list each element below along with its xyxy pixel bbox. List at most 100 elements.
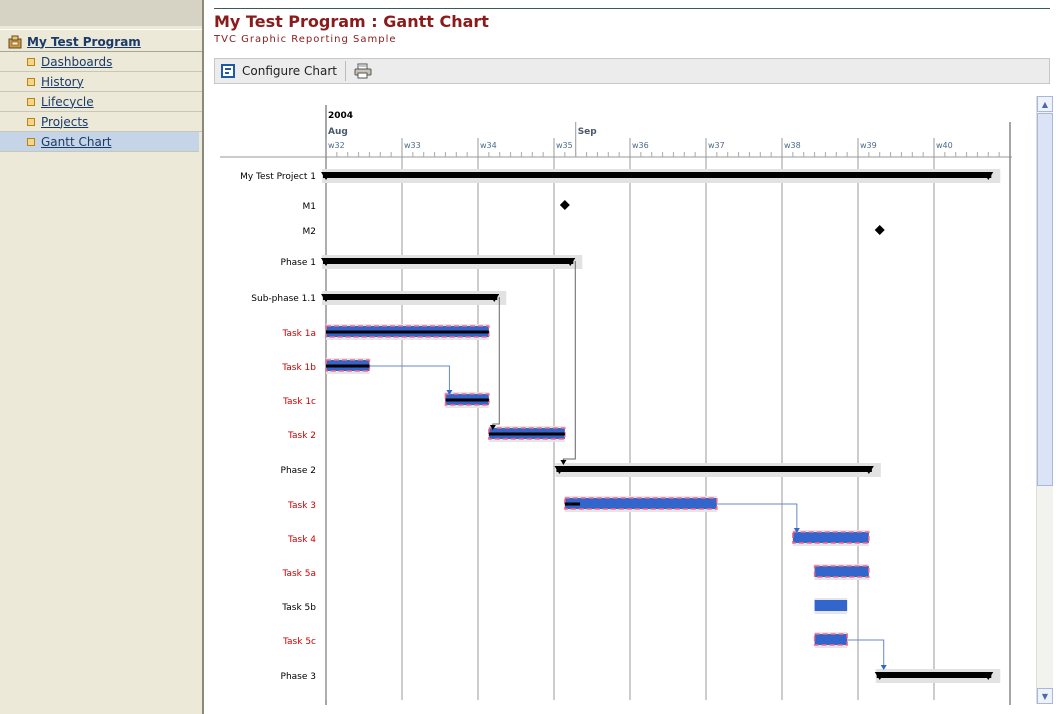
page-title: My Test Program : Gantt Chart [214, 12, 489, 31]
week-label: w35 [556, 141, 573, 150]
program-icon [8, 35, 22, 48]
row-label: Task 1c [282, 397, 316, 407]
bullet-icon [27, 57, 35, 66]
row-label: My Test Project 1 [240, 172, 316, 182]
bullet-icon [27, 77, 35, 86]
sidebar-root-label[interactable]: My Test Program [27, 34, 141, 49]
task-progress [326, 330, 489, 334]
sidebar-item-history[interactable]: History [0, 72, 202, 92]
week-label: w32 [328, 141, 345, 150]
dependency-arrow [489, 425, 496, 430]
sidebar-item-projects[interactable]: Projects [0, 112, 202, 132]
sidebar-item-dashboards[interactable]: Dashboards [0, 52, 202, 72]
summary-start-cap [321, 258, 331, 266]
scroll-down-button[interactable]: ▼ [1037, 688, 1053, 704]
row-label: Task 5a [281, 569, 316, 579]
row-label: M1 [303, 202, 317, 212]
dependency-link [369, 365, 450, 394]
week-label: w34 [480, 141, 497, 150]
sidebar-header-band [0, 0, 202, 26]
row-label: Task 2 [287, 431, 316, 441]
gantt-chart: 2004 Aug Sep w32 w33 w34 w35 w36 w37 w38 w39 w40 My … [220, 105, 1012, 705]
row-label: Task 1b [281, 363, 316, 373]
sidebar-item-label: History [41, 74, 84, 89]
milestone-diamond [874, 225, 885, 235]
row-label: M2 [303, 227, 317, 237]
task-bar [813, 633, 848, 646]
summary-bar [556, 466, 872, 472]
configure-chart-icon [221, 64, 235, 78]
month-label: Aug [328, 127, 348, 137]
row-label: Task 1a [281, 329, 316, 339]
dependency-link [716, 503, 798, 532]
print-button[interactable] [348, 60, 378, 82]
scroll-thumb[interactable] [1037, 113, 1053, 486]
configure-chart-label: Configure Chart [242, 64, 337, 78]
row-label: Task 5c [282, 637, 316, 647]
bullet-icon [27, 137, 35, 146]
milestone-diamond [559, 200, 570, 210]
dependency-arrow [560, 460, 567, 465]
sidebar-item-lifecycle[interactable]: Lifecycle [0, 92, 202, 112]
summary-bar [323, 258, 574, 264]
dependency-arrow [793, 528, 800, 533]
sidebar-root-program[interactable]: My Test Program [0, 32, 202, 52]
task-progress [564, 502, 581, 506]
sidebar-item-label: Projects [41, 114, 89, 129]
week-label: w39 [860, 141, 877, 150]
week-label: w37 [708, 141, 725, 150]
week-label: w36 [632, 141, 649, 150]
task-progress [326, 364, 370, 368]
month-label: Sep [578, 127, 598, 137]
row-label: Task 4 [287, 535, 316, 545]
sidebar-item-gantt-chart[interactable]: Gantt Chart [0, 132, 199, 152]
page-subtitle: TVC Graphic Reporting Sample [214, 34, 397, 45]
summary-end-cap [983, 672, 994, 680]
bullet-icon [27, 117, 35, 126]
header-rule [214, 8, 1050, 9]
row-label: Phase 2 [281, 466, 316, 476]
toolbar-divider [344, 61, 346, 81]
sidebar-separator [0, 29, 202, 30]
task-bar [813, 565, 870, 578]
dependency-arrow [880, 665, 887, 670]
summary-start-cap [874, 672, 885, 680]
summary-start-cap [321, 172, 331, 180]
sidebar-item-label: Dashboards [41, 54, 113, 69]
bullet-icon [27, 97, 35, 106]
row-label: Task 3 [287, 501, 316, 511]
task-progress [445, 398, 489, 402]
dependency-link [492, 297, 500, 428]
configure-chart-button[interactable]: Configure Chart [215, 60, 343, 82]
summary-start-cap [321, 294, 331, 302]
summary-bar [323, 294, 498, 300]
timeline-year-label: 2004 [328, 111, 353, 121]
row-label: Task 5b [281, 603, 316, 613]
chart-vertical-scrollbar[interactable]: ▲ ▼ [1036, 96, 1053, 704]
row-label: Phase 1 [281, 258, 316, 268]
sidebar-item-label: Lifecycle [41, 94, 94, 109]
dependency-arrow [446, 390, 453, 395]
summary-end-cap [863, 466, 874, 474]
week-label: w33 [404, 141, 421, 150]
navigation-sidebar: My Test Program Dashboards History Lifecyc… [0, 0, 204, 714]
week-label: w40 [936, 141, 953, 150]
summary-bar [323, 172, 992, 178]
summary-end-cap [983, 172, 994, 180]
task-bar [792, 531, 870, 544]
chart-toolbar: Configure Chart [214, 58, 1050, 84]
task-bar [814, 600, 848, 611]
print-icon [354, 63, 372, 79]
scroll-up-button[interactable]: ▲ [1037, 96, 1053, 112]
main-content: My Test Program : Gantt Chart TVC Graphi… [206, 0, 1058, 714]
summary-end-cap [565, 258, 576, 266]
summary-end-cap [489, 294, 500, 302]
summary-bar [876, 672, 992, 678]
summary-start-cap [554, 466, 565, 474]
row-label: Phase 3 [281, 672, 316, 682]
sidebar-item-label: Gantt Chart [41, 134, 112, 149]
task-bar [564, 497, 718, 510]
row-label: Sub-phase 1.1 [251, 294, 316, 304]
dependency-link [847, 639, 885, 669]
week-label: w38 [784, 141, 801, 150]
